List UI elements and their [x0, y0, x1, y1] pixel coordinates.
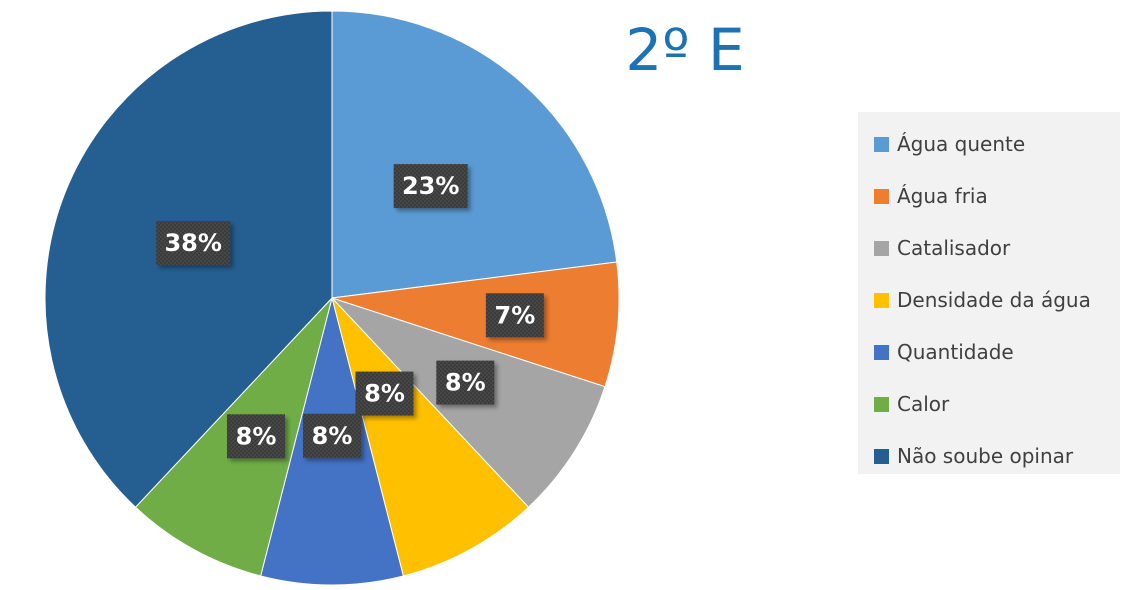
legend-item: Calor [858, 378, 1120, 430]
legend-item: Quantidade [858, 326, 1120, 378]
data-label-6: 8% [227, 414, 285, 459]
data-label-5: 8% [303, 413, 361, 458]
legend-label: Densidade da água [897, 288, 1091, 312]
legend-swatch [874, 396, 889, 412]
data-label-text: 23% [402, 172, 459, 200]
data-label-text: 38% [164, 229, 221, 257]
data-label-box [227, 414, 285, 459]
legend-item: Densidade da água [858, 274, 1120, 326]
legend-swatch [874, 240, 889, 256]
data-label-text: 8% [236, 422, 277, 450]
legend-label: Catalisador [897, 236, 1011, 260]
legend-swatch [874, 136, 889, 152]
data-label-text: 8% [445, 369, 486, 397]
pie-slice-4 [331, 297, 530, 577]
legend-item: Água fria [858, 170, 1120, 222]
legend-item: Catalisador [858, 222, 1120, 274]
data-label-box [156, 221, 231, 266]
legend-swatch [874, 292, 889, 308]
data-label-box [355, 371, 414, 416]
pie-slice-2 [331, 261, 620, 388]
pie-data-labels: 23% 7% 8% 8% 8% 8% 38% [156, 164, 544, 459]
legend-label: Água fria [897, 184, 988, 208]
legend-label: Não soube opinar [897, 444, 1074, 468]
legend-swatch [874, 344, 889, 360]
data-label-3: 8% [436, 360, 495, 405]
legend-swatch [874, 448, 889, 464]
data-label-2: 7% [485, 293, 544, 338]
data-label-1: 23% [393, 164, 468, 209]
data-label-7: 38% [156, 221, 231, 266]
pie-slice-1 [331, 10, 618, 299]
data-label-4: 8% [355, 371, 414, 416]
legend-item: Não soube opinar [858, 430, 1120, 482]
legend: Água quente Água fria Catalisador Densidade… [858, 112, 1120, 474]
data-label-box [393, 164, 468, 209]
legend-label: Água quente [897, 132, 1026, 156]
data-label-box [436, 360, 495, 405]
data-label-box [485, 293, 544, 338]
legend-item: Água quente [858, 118, 1120, 170]
data-label-text: 8% [364, 380, 405, 408]
data-label-text: 7% [495, 301, 536, 329]
legend-label: Quantidade [897, 340, 1014, 364]
legend-swatch [874, 188, 889, 204]
legend-label: Calor [897, 392, 950, 416]
data-label-text: 8% [312, 422, 353, 450]
data-label-box [303, 413, 361, 458]
chart-title: 2º E [625, 16, 745, 84]
